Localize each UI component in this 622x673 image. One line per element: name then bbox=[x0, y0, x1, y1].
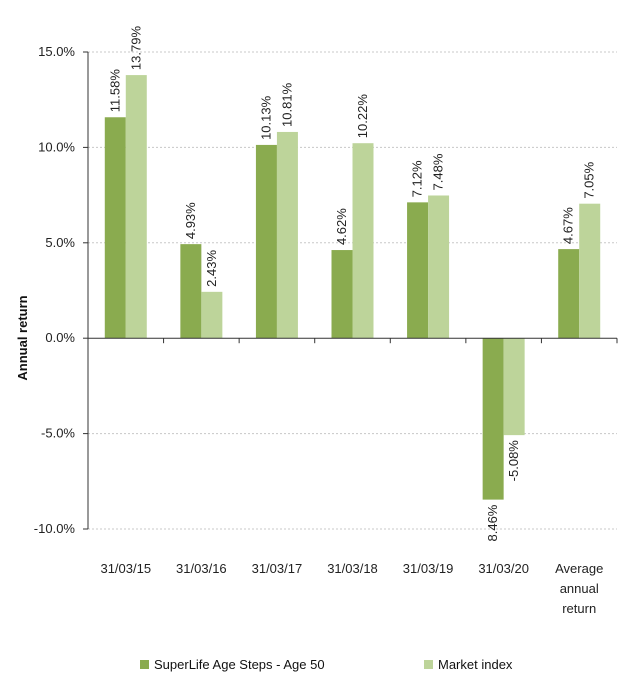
x-tick-label: Average bbox=[555, 561, 603, 576]
data-label: 11.58% bbox=[107, 69, 122, 113]
x-tick-label: 31/03/17 bbox=[252, 561, 303, 576]
x-tick-label: annual bbox=[560, 581, 599, 596]
data-label: 7.12% bbox=[410, 160, 425, 197]
y-tick-label: -10.0% bbox=[34, 521, 76, 536]
data-label: -5.08% bbox=[506, 440, 521, 482]
x-tick-label: 31/03/20 bbox=[478, 561, 529, 576]
data-label: 4.67% bbox=[561, 207, 576, 244]
bar-superlife bbox=[104, 117, 126, 339]
y-axis-title: Annual return bbox=[15, 295, 30, 380]
bar-market-index bbox=[276, 131, 298, 339]
bar-market-index bbox=[352, 143, 374, 339]
data-label: 4.93% bbox=[183, 202, 198, 239]
bar-superlife bbox=[331, 250, 353, 339]
x-tick-label: 31/03/16 bbox=[176, 561, 227, 576]
data-label: 10.13% bbox=[258, 95, 273, 140]
y-tick-label: 15.0% bbox=[38, 44, 75, 59]
bar-superlife bbox=[482, 338, 504, 500]
data-labels: 11.58% 4.93% 10.13% 4.62% 7.12% 8.46% 4.67% 13.… bbox=[107, 26, 596, 542]
bar-market-index bbox=[428, 195, 450, 339]
legend-swatch bbox=[424, 660, 433, 669]
bar-market-index bbox=[201, 291, 223, 339]
x-tick-label: 31/03/19 bbox=[403, 561, 454, 576]
data-label: 7.05% bbox=[582, 161, 597, 198]
data-label: 13.79% bbox=[128, 26, 143, 71]
data-label: 10.81% bbox=[279, 82, 294, 127]
bar-market-index bbox=[579, 203, 601, 339]
data-label: 10.22% bbox=[355, 94, 370, 139]
bar-market-index bbox=[503, 338, 525, 436]
data-label: 7.48% bbox=[431, 153, 446, 190]
legend-label: SuperLife Age Steps - Age 50 bbox=[154, 657, 325, 672]
legend-label: Market index bbox=[438, 657, 513, 672]
axes bbox=[83, 51, 618, 530]
data-label: 4.62% bbox=[334, 208, 349, 245]
data-label: 8.46% bbox=[485, 504, 500, 541]
y-tick-label: 0.0% bbox=[45, 330, 75, 345]
y-tick-label: 5.0% bbox=[45, 235, 75, 250]
x-tick-label: 31/03/15 bbox=[100, 561, 151, 576]
bar-superlife bbox=[558, 249, 580, 339]
legend-swatch bbox=[140, 660, 149, 669]
tick-labels: -10.0% -5.0% 0.0% 5.0% 10.0% 15.0% 31/03/15 31/… bbox=[34, 44, 604, 616]
bar-superlife bbox=[180, 244, 202, 339]
bar-market-index bbox=[125, 75, 147, 339]
data-label: 2.43% bbox=[204, 250, 219, 287]
bars bbox=[104, 75, 601, 500]
x-tick-label: return bbox=[562, 601, 596, 616]
bar-superlife bbox=[407, 202, 429, 339]
y-tick-label: -5.0% bbox=[41, 426, 75, 441]
x-tick-label: 31/03/18 bbox=[327, 561, 378, 576]
bar-superlife bbox=[255, 144, 277, 339]
legend: SuperLife Age Steps - Age 50 Market index bbox=[140, 657, 513, 672]
y-tick-label: 10.0% bbox=[38, 139, 75, 154]
